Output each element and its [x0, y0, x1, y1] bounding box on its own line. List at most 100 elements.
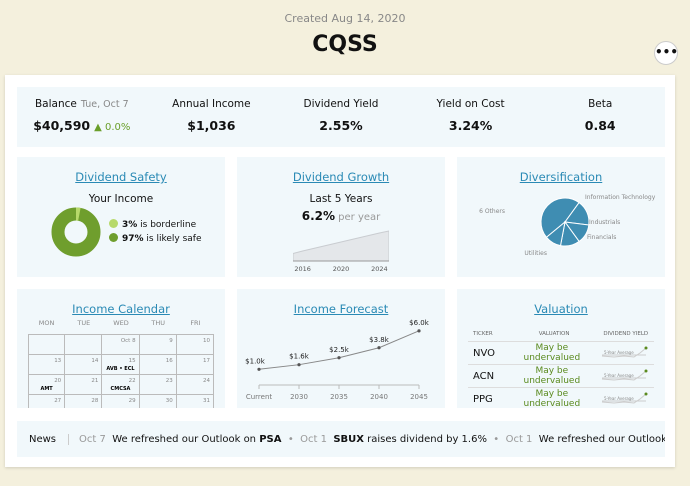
calendar-cell[interactable]: 23 — [139, 375, 177, 395]
valuation-status: May be undervalued — [523, 343, 581, 363]
cell-date: 21 — [91, 378, 99, 384]
metric-date: Tue, Oct 7 — [80, 99, 129, 110]
data-label: $6.0k — [409, 319, 430, 327]
more-options-button[interactable]: ••• — [654, 41, 678, 65]
dividend-safety-link[interactable]: Dividend Safety — [75, 170, 167, 184]
metric-yield-on-cost: Yield on Cost 3.24% — [406, 87, 536, 147]
cell-date: Oct 8 — [120, 338, 136, 344]
forecast-point — [257, 367, 261, 371]
sparkline-label: 5-Year Average — [604, 373, 634, 378]
calendar-cell[interactable] — [28, 335, 66, 355]
cell-event[interactable]: CMCSA — [110, 386, 131, 392]
pie-slice[interactable] — [545, 220, 566, 247]
calendar-cell[interactable]: 14 — [65, 355, 103, 375]
cell-event[interactable]: AMT — [40, 386, 53, 392]
valuation-row[interactable]: ACN May be undervalued 5-Year Average — [468, 365, 654, 388]
metric-label: Yield on Cost — [436, 98, 505, 110]
day-header: MON — [38, 319, 55, 327]
metric-change: ▲ 0.0% — [94, 122, 131, 133]
day-header: TUE — [77, 319, 91, 327]
column-header: DIVIDEND YIELD — [603, 331, 649, 337]
valuation-status: May be undervalued — [523, 366, 581, 386]
metric-balance: Balance Tue, Oct 7 $40,590 ▲ 0.0% — [17, 87, 147, 147]
dividend-safety-widget: Dividend Safety Your Income 3% is border… — [17, 157, 225, 277]
metric-value: 3.24% — [448, 118, 493, 133]
cell-date: 9 — [169, 338, 173, 344]
pie-label: Utilities — [524, 250, 547, 257]
metric-value: $1,036 — [187, 118, 236, 133]
cell-date: 17 — [203, 358, 210, 364]
dividend-growth-widget: Dividend Growth Last 5 Years 6.2% per ye… — [237, 157, 445, 277]
dividend-growth-link[interactable]: Dividend Growth — [292, 170, 390, 184]
valuation-widget: Valuation TICKER VALUATION DIVIDEND YIELD N… — [457, 289, 665, 408]
pie-label: 6 Others — [479, 208, 505, 215]
calendar-cell[interactable]: Oct 8 — [102, 335, 140, 355]
news-item[interactable]: Oct 1 SBUX raises dividend by 1.6% — [300, 433, 487, 445]
day-header: FRI — [190, 319, 201, 327]
calendar-cell[interactable]: 17 — [176, 355, 214, 375]
growth-chart: 2016 2020 2024 — [293, 230, 389, 273]
news-item[interactable]: Oct 1 We refreshed our Outlook on T — [505, 433, 665, 445]
calendar-cell[interactable]: 28 — [65, 395, 103, 408]
cell-event[interactable]: AVB • ECL — [106, 366, 135, 372]
cell-date: 29 — [128, 398, 136, 404]
calendar-cell[interactable]: 24 — [176, 375, 214, 395]
calendar-cell[interactable]: 30 — [140, 395, 177, 408]
metrics-bar: Balance Tue, Oct 7 $40,590 ▲ 0.0% Annual In… — [17, 87, 665, 147]
safety-donut — [51, 207, 101, 257]
valuation-header: TICKER VALUATION DIVIDEND YIELD — [468, 327, 654, 342]
valuation-link[interactable]: Valuation — [534, 302, 588, 316]
x-tick-label: 2030 — [290, 393, 308, 401]
calendar-cell[interactable]: 15 AVB • ECL — [102, 355, 140, 375]
calendar-cell[interactable]: 21 — [65, 375, 103, 395]
growth-subtitle: Last 5 Years — [309, 193, 373, 205]
cell-date: 13 — [54, 358, 62, 364]
x-tick-label: Current — [246, 393, 273, 401]
donut-borderline — [51, 207, 101, 257]
x-tick-label: 2045 — [410, 393, 428, 401]
income-calendar-link[interactable]: Income Calendar — [72, 302, 170, 316]
diversification-link[interactable]: Diversification — [519, 170, 603, 184]
growth-area — [293, 230, 389, 262]
calendar-cell[interactable]: 20 AMT — [28, 375, 66, 395]
income-forecast-widget: Income Forecast $1.0k Current $1.6k 2030 $2.… — [237, 289, 445, 408]
legend-safe: 97% is likely safe — [109, 233, 201, 244]
forecast-point — [417, 329, 421, 333]
cell-date: 24 — [203, 378, 210, 384]
safety-subtitle: Your Income — [88, 193, 154, 205]
calendar-cell[interactable]: 9 — [139, 335, 177, 355]
dashboard-card: Balance Tue, Oct 7 $40,590 ▲ 0.0% Annual In… — [5, 75, 675, 467]
data-label: $1.0k — [245, 357, 266, 365]
page-title: CQSS — [312, 32, 378, 57]
news-item[interactable]: Oct 7 We refreshed our Outlook on PSA — [79, 433, 282, 445]
calendar-cell[interactable]: 29 — [102, 395, 140, 408]
cell-date: 31 — [203, 398, 210, 404]
calendar-cell[interactable]: 10 — [176, 335, 214, 355]
cell-date: 23 — [165, 378, 173, 384]
pie-label: Information Technology — [585, 194, 656, 201]
yield-sparkline: 5-Year Average — [594, 368, 654, 385]
calendar-cell[interactable]: 13 — [28, 355, 66, 375]
valuation-row[interactable]: PPG May be undervalued 5-Year Average — [468, 388, 654, 408]
metric-beta: Beta 0.84 — [535, 87, 665, 147]
income-forecast-link[interactable]: Income Forecast — [293, 302, 389, 316]
calendar-cell[interactable] — [65, 335, 103, 355]
ticker: NVO — [473, 347, 496, 359]
growth-rate: 6.2% per year — [301, 209, 381, 223]
diversification-pie: 6 Others Information Technology Industrial… — [479, 194, 656, 257]
x-tick-label: 2040 — [370, 393, 388, 401]
calendar-cell[interactable]: 27 — [28, 395, 66, 408]
x-tick-label: 2016 — [294, 265, 311, 273]
metric-value: 2.55% — [319, 118, 363, 133]
calendar-cell[interactable]: 31 — [177, 395, 214, 408]
x-tick-label: 2024 — [371, 265, 388, 273]
cell-date: 22 — [128, 378, 136, 384]
calendar-cell[interactable]: 22 CMCSA — [102, 375, 140, 395]
valuation-row[interactable]: NVO May be undervalued 5-Year Average — [468, 342, 654, 365]
calendar-cell[interactable]: 16 — [139, 355, 177, 375]
valuation-status: May be undervalued — [523, 389, 581, 408]
metric-label: Annual Income — [172, 98, 251, 110]
pie-slice[interactable] — [540, 197, 580, 239]
income-calendar-widget: Income Calendar MON TUE WED THU FRI Oct 8 9 10 1… — [17, 289, 225, 408]
pie-label: Industrials — [589, 219, 620, 226]
